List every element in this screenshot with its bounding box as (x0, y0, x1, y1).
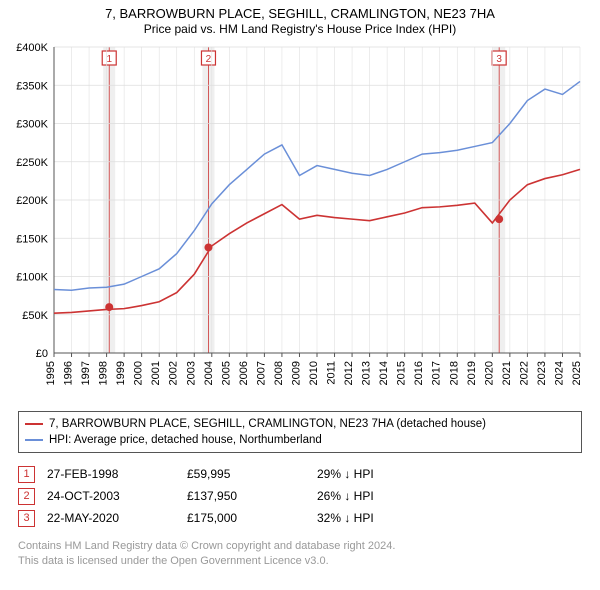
sale-date: 24-OCT-2003 (47, 489, 187, 503)
sale-marker-number: 2 (18, 488, 35, 505)
svg-text:£250K: £250K (16, 157, 48, 169)
svg-text:1: 1 (106, 54, 112, 65)
svg-text:£350K: £350K (16, 81, 48, 93)
svg-text:2003: 2003 (185, 361, 197, 385)
sale-delta: 26% ↓ HPI (317, 489, 374, 503)
sale-delta: 29% ↓ HPI (317, 467, 374, 481)
svg-text:£50K: £50K (22, 310, 48, 322)
sale-delta: 32% ↓ HPI (317, 511, 374, 525)
sales-row: 3 22-MAY-2020£175,00032% ↓ HPI (18, 507, 582, 529)
line-chart: 1 2 3 £0 £50K £100K £150K £200K £250K £300K £350K £… (8, 41, 588, 401)
svg-text:2019: 2019 (466, 361, 478, 385)
svg-text:2005: 2005 (220, 361, 232, 385)
svg-text:2014: 2014 (378, 361, 390, 385)
svg-text:1996: 1996 (63, 361, 75, 385)
svg-text:1997: 1997 (80, 361, 92, 385)
footer: Contains HM Land Registry data © Crown c… (18, 539, 582, 568)
legend-label: 7, BARROWBURN PLACE, SEGHILL, CRAMLINGTO… (49, 418, 486, 430)
svg-text:1995: 1995 (45, 361, 57, 385)
svg-text:2016: 2016 (413, 361, 425, 385)
svg-text:2002: 2002 (168, 361, 180, 385)
sale-date: 22-MAY-2020 (47, 511, 187, 525)
svg-text:2006: 2006 (238, 361, 250, 385)
svg-text:2020: 2020 (483, 361, 495, 385)
svg-text:2009: 2009 (290, 361, 302, 385)
svg-text:2008: 2008 (273, 361, 285, 385)
svg-text:1998: 1998 (98, 361, 110, 385)
footer-line-2: This data is licensed under the Open Gov… (18, 554, 582, 568)
svg-text:2024: 2024 (553, 361, 565, 385)
svg-text:2023: 2023 (536, 361, 548, 385)
svg-text:2025: 2025 (571, 361, 583, 385)
legend-label: HPI: Average price, detached house, Nort… (49, 434, 322, 446)
legend-item: HPI: Average price, detached house, Nort… (25, 432, 575, 448)
chart-titles: 7, BARROWBURN PLACE, SEGHILL, CRAMLINGTO… (0, 0, 600, 37)
svg-text:2022: 2022 (518, 361, 530, 385)
sales-row: 2 24-OCT-2003£137,95026% ↓ HPI (18, 485, 582, 507)
footer-line-1: Contains HM Land Registry data © Crown c… (18, 539, 582, 553)
svg-text:2012: 2012 (343, 361, 355, 385)
svg-text:£300K: £300K (16, 119, 48, 131)
svg-text:2015: 2015 (396, 361, 408, 385)
sale-marker-number: 1 (18, 466, 35, 483)
title-line-1: 7, BARROWBURN PLACE, SEGHILL, CRAMLINGTO… (0, 6, 600, 22)
svg-text:1999: 1999 (115, 361, 127, 385)
sale-marker-number: 3 (18, 510, 35, 527)
svg-text:2021: 2021 (501, 361, 513, 385)
svg-text:3: 3 (496, 54, 502, 65)
sale-date: 27-FEB-1998 (47, 467, 187, 481)
svg-text:2013: 2013 (361, 361, 373, 385)
svg-text:2: 2 (206, 54, 212, 65)
legend-swatch (25, 423, 43, 425)
svg-text:2004: 2004 (203, 361, 215, 385)
sale-price: £59,995 (187, 467, 317, 481)
sale-price: £175,000 (187, 511, 317, 525)
svg-text:£400K: £400K (16, 42, 48, 54)
sale-price: £137,950 (187, 489, 317, 503)
svg-text:£150K: £150K (16, 234, 48, 246)
svg-text:£200K: £200K (16, 195, 48, 207)
svg-text:2017: 2017 (431, 361, 443, 385)
svg-text:2000: 2000 (133, 361, 145, 385)
title-line-2: Price paid vs. HM Land Registry's House … (0, 22, 600, 37)
legend-item: 7, BARROWBURN PLACE, SEGHILL, CRAMLINGTO… (25, 416, 575, 432)
svg-text:£100K: £100K (16, 272, 48, 284)
svg-text:2011: 2011 (326, 361, 338, 385)
svg-text:2018: 2018 (448, 361, 460, 385)
legend: 7, BARROWBURN PLACE, SEGHILL, CRAMLINGTO… (18, 411, 582, 453)
sales-row: 1 27-FEB-1998£59,99529% ↓ HPI (18, 463, 582, 485)
legend-swatch (25, 439, 43, 441)
svg-text:2007: 2007 (255, 361, 267, 385)
svg-text:£0: £0 (36, 348, 48, 360)
svg-text:2001: 2001 (150, 361, 162, 385)
sales-table: 1 27-FEB-1998£59,99529% ↓ HPI 2 24-OCT-2003… (18, 463, 582, 529)
svg-text:2010: 2010 (308, 361, 320, 385)
